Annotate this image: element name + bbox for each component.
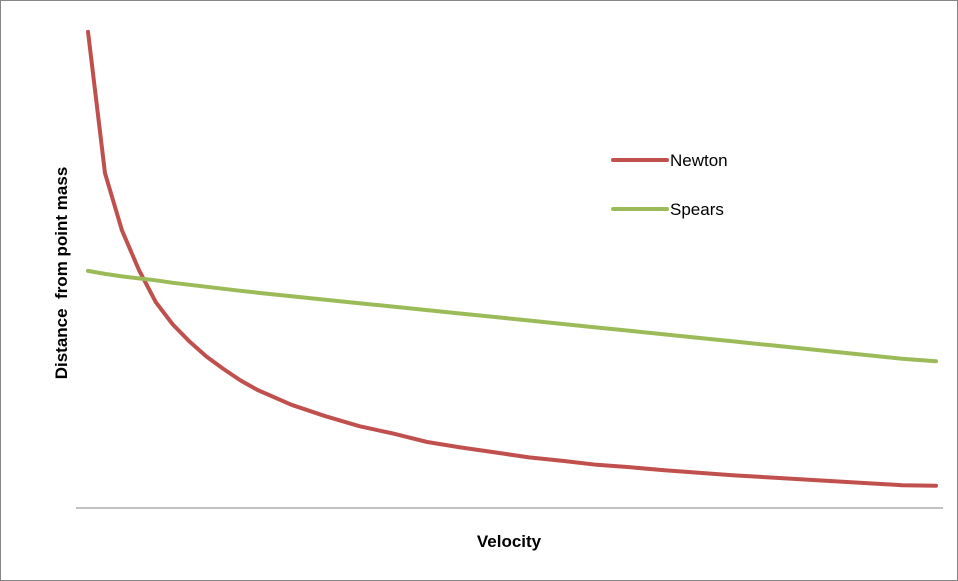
x-axis-title: Velocity [477, 532, 542, 551]
series-layer [86, 29, 938, 488]
series-line-spears [86, 268, 938, 364]
series-line-newton [86, 29, 938, 488]
legend: Newton Spears [611, 151, 728, 219]
legend-label-spears: Spears [670, 200, 724, 219]
legend-label-newton: Newton [670, 151, 728, 170]
y-axis-title: Distance from point mass [52, 167, 71, 380]
